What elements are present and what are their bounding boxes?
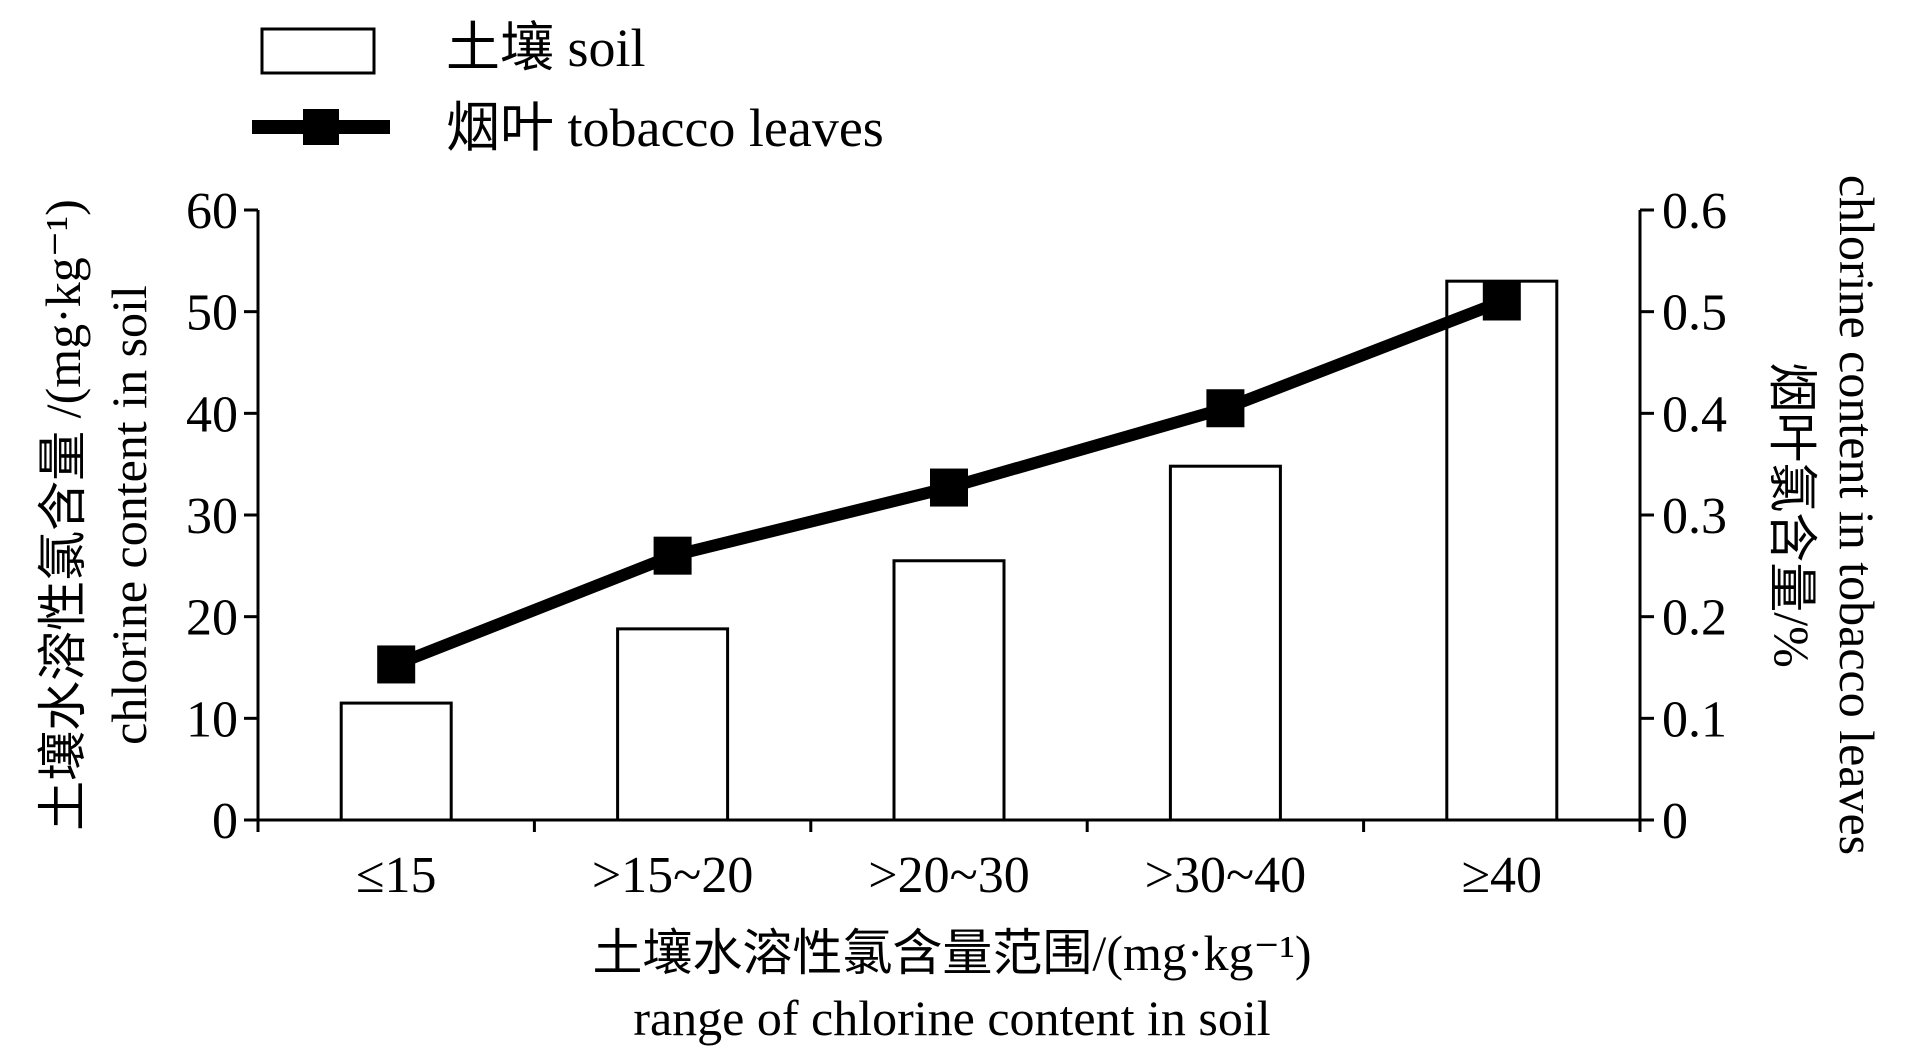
line-point	[377, 645, 416, 684]
y-right-tick-label: 0.5	[1662, 285, 1727, 342]
bar	[892, 559, 1006, 822]
y-left-tick-label: 0	[212, 793, 238, 850]
line-point	[1206, 389, 1245, 428]
legend-label-soil: 土壤 soil	[446, 18, 646, 78]
y-right-tick-label: 0.3	[1662, 488, 1727, 545]
y-axis-left-title-cn: 土壤水溶性氯含量 /(mg·kg⁻¹)	[35, 199, 91, 831]
line-point	[930, 468, 968, 507]
y-right-tick-label: 0.1	[1662, 691, 1727, 748]
x-tick-label: >20~30	[868, 847, 1029, 904]
bar	[616, 627, 730, 822]
line-point	[1482, 282, 1521, 321]
legend-swatch-soil	[260, 27, 376, 75]
y-axis-right-title-cn: 烟叶氯含量/%	[1764, 362, 1820, 668]
x-axis-ticks: ≤15 >15~20 >20~30 >30~40 ≥40	[256, 820, 1642, 904]
bar	[1168, 464, 1282, 822]
y-left-tick-label: 20	[186, 590, 238, 647]
bar-series-soil	[339, 279, 1559, 822]
x-axis-title-en: range of chlorine content in soil	[633, 990, 1270, 1046]
line-series-tobacco	[377, 282, 1521, 684]
legend-label-tobacco: 烟叶 tobacco leaves	[446, 98, 884, 158]
x-tick-label: ≥40	[1462, 847, 1543, 904]
legend: 土壤 soil 烟叶 tobacco leaves	[252, 18, 884, 158]
legend-swatch-marker	[303, 109, 339, 145]
x-axis-title-cn: 土壤水溶性氯含量范围/(mg·kg⁻¹)	[592, 925, 1311, 981]
x-tick-label: >15~20	[592, 847, 753, 904]
y-right-tick-label: 0	[1662, 793, 1688, 850]
y-axis-left-ticks: 0 10 20 30 40 50 60	[186, 183, 258, 850]
y-right-tick-label: 0.6	[1662, 183, 1727, 240]
y-axis-left-title-en: chlorine content in soil	[101, 285, 157, 745]
y-axis-right-title-en: chlorine content in tobacco leaves	[1829, 175, 1885, 855]
x-tick-label: ≤15	[356, 847, 437, 904]
y-left-tick-label: 60	[186, 183, 238, 240]
bar	[339, 701, 453, 822]
y-left-tick-label: 30	[186, 488, 238, 545]
y-left-tick-label: 50	[186, 285, 238, 342]
y-right-tick-label: 0.4	[1662, 386, 1727, 443]
y-right-tick-label: 0.2	[1662, 590, 1727, 647]
y-left-tick-label: 10	[186, 691, 238, 748]
x-tick-label: >30~40	[1145, 847, 1306, 904]
y-left-tick-label: 40	[186, 386, 238, 443]
bar	[1445, 279, 1559, 822]
line-point	[653, 536, 692, 575]
y-axis-right-ticks: 0 0.1 0.2 0.3 0.4 0.5 0.6	[1640, 183, 1727, 850]
